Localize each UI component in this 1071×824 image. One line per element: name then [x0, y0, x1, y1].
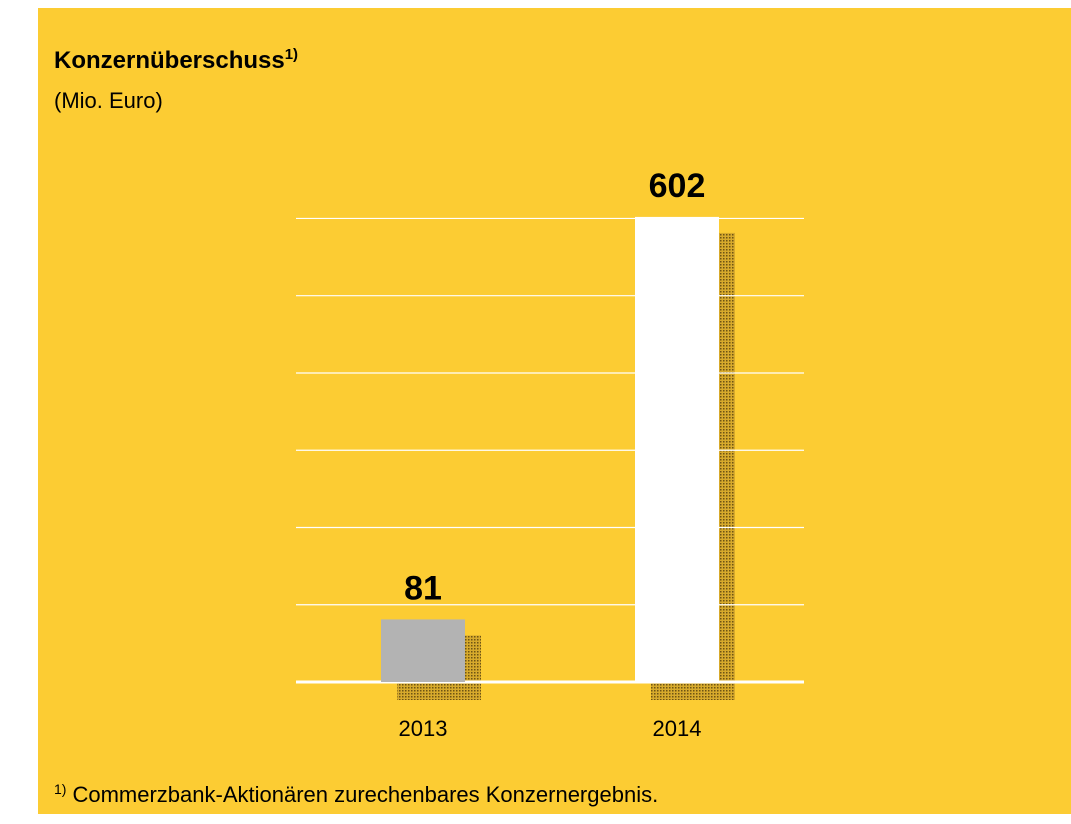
- bar: [635, 216, 719, 683]
- chart-subtitle: (Mio. Euro): [54, 88, 163, 113]
- value-label: 602: [649, 167, 706, 205]
- x-tick-label: 2013: [399, 716, 448, 741]
- bar: [381, 619, 465, 682]
- footnote-marker: 1): [54, 781, 66, 797]
- title-note: 1): [285, 46, 298, 63]
- x-tick-label: 2014: [653, 716, 702, 741]
- value-label: 81: [404, 569, 442, 607]
- chart-title: Konzernüberschuss1): [54, 46, 298, 74]
- footnote-text: Commerzbank-Aktionären zurechenbares Kon…: [72, 782, 658, 807]
- title-text: Konzernüberschuss: [54, 47, 285, 74]
- background: [38, 8, 1071, 814]
- footnote: 1) Commerzbank-Aktionären zurechenbares K…: [54, 781, 658, 807]
